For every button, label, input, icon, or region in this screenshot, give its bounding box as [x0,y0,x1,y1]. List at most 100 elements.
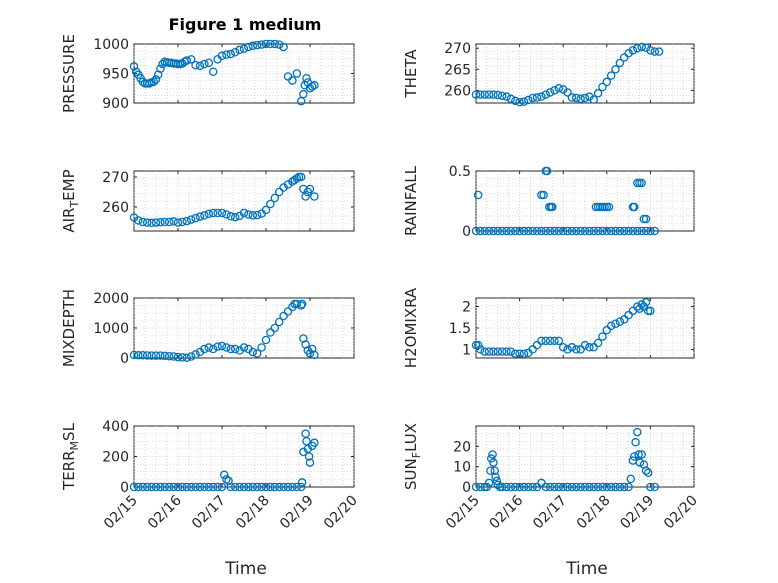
y-axis-label: RAINFALL [402,165,420,236]
y-axis-label-part: EMP [60,169,78,200]
data-point [297,478,307,487]
y-tick-label: 270 [102,170,129,186]
data-point [208,67,218,76]
data-point [151,75,161,84]
data-point [493,226,503,236]
data-point [147,482,156,492]
data-point [178,482,187,492]
y-tick-label: 2000 [93,291,129,307]
x-tick-label: 02/19 [277,493,317,533]
data-point [248,41,258,51]
data-point [266,199,275,209]
data-point [208,344,218,354]
data-point [615,58,625,68]
data-point [619,53,629,62]
data-point [248,347,258,357]
data-point [476,226,485,236]
data-point [563,88,572,97]
data-point [489,90,498,99]
y-tick-label: 0 [120,351,129,367]
data-point [611,65,620,74]
data-point [541,90,551,99]
data-point [519,226,529,236]
data-point [138,351,148,360]
data-point [567,226,577,236]
data-point [633,226,642,236]
data-point [186,215,196,224]
data-point [624,482,633,492]
data-point [270,323,280,333]
data-point [230,344,240,354]
data-point [191,482,200,492]
data-point [230,212,240,222]
data-point [589,95,598,104]
data-point [129,482,139,492]
data-point [493,480,503,490]
data-point [235,482,244,492]
data-point [580,482,590,492]
data-point [510,349,520,358]
data-point [537,336,546,346]
data-point [169,352,178,361]
x-tick-label: 02/18 [574,493,614,533]
data-point [554,226,564,236]
data-point [630,202,639,212]
data-point [204,343,214,352]
y-axis-label-part: SUN [402,458,420,490]
y-tick-label: 1000 [93,321,129,337]
data-point [480,347,489,356]
y-tick-label: 265 [444,62,471,78]
data-point [173,352,183,362]
data-point [257,482,266,492]
data-point [580,340,590,350]
x-tick-label: 02/20 [661,493,701,533]
y-axis-label: SUNFLUX [402,423,423,490]
data-point [510,482,520,492]
data-point [222,475,231,484]
y-axis-label-subscript: T [68,201,81,209]
data-point [550,482,559,492]
y-tick-label: 260 [444,83,471,99]
data-point [156,64,165,74]
data-point [200,344,209,354]
data-point [563,226,572,236]
data-point [550,86,559,95]
data-point [650,482,660,492]
data-point [305,349,315,358]
y-tick-label: 0 [462,480,471,496]
y-tick-label: 1.5 [449,321,471,337]
data-point [548,202,557,212]
data-point [598,82,607,92]
y-axis-label: THETA [402,49,420,99]
data-point [619,315,629,324]
chart-sunflux: 0 10 20 02/15 02/16 02/17 02/18 02/19 02/20 SUNFL… [402,423,701,579]
data-point [252,210,262,220]
data-point [217,208,227,218]
data-point [611,319,620,328]
data-point [244,210,253,219]
data-point [261,335,271,345]
data-point [173,218,183,227]
data-point [506,94,516,104]
data-point [292,482,302,492]
data-point [572,226,581,236]
data-point [506,226,516,236]
data-point [502,92,511,101]
data-point [279,482,288,492]
y-tick-label: 400 [102,419,129,435]
data-point [576,345,585,354]
data-point [598,332,607,341]
data-point [182,482,192,492]
data-point [646,306,655,316]
data-point [182,353,192,362]
data-point [497,347,507,356]
data-point [304,452,314,461]
data-point [156,351,165,360]
data-point [637,42,646,52]
data-point [292,69,302,78]
data-point [611,482,620,492]
data-point [266,482,275,492]
y-tick-label: 900 [102,96,129,112]
data-point [593,338,603,348]
data-point [169,482,178,492]
